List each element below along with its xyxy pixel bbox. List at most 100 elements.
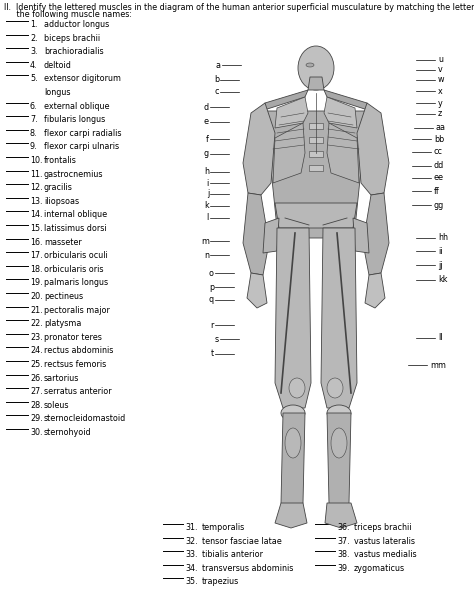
Text: II.  Identify the lettered muscles in the diagram of the human anterior superfic: II. Identify the lettered muscles in the… bbox=[4, 3, 474, 12]
Text: tibialis anterior: tibialis anterior bbox=[202, 550, 263, 559]
Text: 17.: 17. bbox=[30, 251, 43, 260]
Text: 13.: 13. bbox=[30, 197, 43, 206]
Polygon shape bbox=[275, 503, 307, 528]
Text: flexor carpi ulnaris: flexor carpi ulnaris bbox=[44, 142, 119, 151]
Text: 2.: 2. bbox=[30, 34, 37, 42]
Text: frontalis: frontalis bbox=[44, 156, 77, 165]
Polygon shape bbox=[325, 503, 357, 528]
Polygon shape bbox=[308, 77, 324, 90]
Text: 22.: 22. bbox=[30, 319, 43, 328]
Text: ff: ff bbox=[434, 186, 440, 196]
Text: fibularis longus: fibularis longus bbox=[44, 115, 105, 124]
Polygon shape bbox=[243, 103, 275, 195]
Polygon shape bbox=[357, 103, 389, 195]
Text: 37.: 37. bbox=[337, 536, 350, 546]
Polygon shape bbox=[275, 228, 311, 408]
Text: a: a bbox=[216, 61, 221, 69]
Text: pectineus: pectineus bbox=[44, 292, 83, 301]
Text: serratus anterior: serratus anterior bbox=[44, 387, 111, 396]
Text: pectoralis major: pectoralis major bbox=[44, 306, 110, 314]
Text: 6.: 6. bbox=[30, 102, 37, 110]
Text: k: k bbox=[204, 202, 209, 210]
Text: r: r bbox=[210, 321, 214, 330]
Text: trapezius: trapezius bbox=[202, 577, 239, 587]
Text: y: y bbox=[438, 99, 443, 107]
Text: 7.: 7. bbox=[30, 115, 37, 124]
Text: z: z bbox=[438, 110, 442, 118]
Polygon shape bbox=[327, 123, 359, 183]
Ellipse shape bbox=[298, 46, 334, 90]
Polygon shape bbox=[309, 123, 323, 129]
Text: v: v bbox=[438, 66, 443, 75]
Text: 1.: 1. bbox=[30, 20, 37, 29]
Text: sartorius: sartorius bbox=[44, 373, 79, 383]
Text: q: q bbox=[209, 295, 214, 305]
Text: 27.: 27. bbox=[30, 387, 43, 396]
Text: sternohyoid: sternohyoid bbox=[44, 428, 91, 437]
Text: cc: cc bbox=[434, 148, 443, 156]
Text: 19.: 19. bbox=[30, 278, 43, 287]
Text: m: m bbox=[201, 237, 209, 245]
Text: 28.: 28. bbox=[30, 401, 43, 410]
Text: biceps brachii: biceps brachii bbox=[44, 34, 100, 42]
Ellipse shape bbox=[331, 428, 347, 458]
Text: ii: ii bbox=[438, 246, 443, 256]
Text: l: l bbox=[207, 213, 209, 223]
Text: masseter: masseter bbox=[44, 238, 82, 246]
Text: f: f bbox=[206, 134, 209, 143]
Text: gg: gg bbox=[434, 200, 444, 210]
Text: triceps brachii: triceps brachii bbox=[354, 523, 411, 532]
Text: j: j bbox=[207, 189, 209, 199]
Ellipse shape bbox=[281, 405, 305, 421]
Text: 36.: 36. bbox=[337, 523, 349, 532]
Polygon shape bbox=[275, 97, 308, 128]
Text: 33.: 33. bbox=[185, 550, 198, 559]
Ellipse shape bbox=[327, 378, 343, 398]
Text: platysma: platysma bbox=[44, 319, 82, 328]
Text: 15.: 15. bbox=[30, 224, 43, 233]
Ellipse shape bbox=[327, 405, 351, 421]
Text: the following muscle names:: the following muscle names: bbox=[4, 10, 132, 19]
Text: hh: hh bbox=[438, 234, 448, 243]
Text: temporalis: temporalis bbox=[202, 523, 245, 532]
Text: ee: ee bbox=[434, 173, 444, 183]
Text: w: w bbox=[438, 75, 445, 85]
Text: vastus lateralis: vastus lateralis bbox=[354, 536, 415, 546]
Polygon shape bbox=[281, 413, 305, 513]
Text: brachioradialis: brachioradialis bbox=[44, 47, 104, 56]
Text: 9.: 9. bbox=[30, 142, 37, 151]
Text: sternocleidomastoid: sternocleidomastoid bbox=[44, 414, 126, 424]
Text: jj: jj bbox=[438, 261, 443, 270]
Text: o: o bbox=[209, 268, 214, 278]
Text: 3.: 3. bbox=[30, 47, 37, 56]
Text: e: e bbox=[204, 118, 209, 126]
Polygon shape bbox=[324, 90, 371, 111]
Polygon shape bbox=[261, 90, 308, 111]
Text: 30.: 30. bbox=[30, 428, 43, 437]
Text: bb: bb bbox=[434, 134, 444, 143]
Text: 24.: 24. bbox=[30, 346, 43, 356]
Text: iliopsoas: iliopsoas bbox=[44, 197, 79, 206]
Text: external oblique: external oblique bbox=[44, 102, 109, 110]
Ellipse shape bbox=[306, 63, 314, 67]
Text: 16.: 16. bbox=[30, 238, 43, 246]
Text: 20.: 20. bbox=[30, 292, 43, 301]
Text: flexor carpi radialis: flexor carpi radialis bbox=[44, 129, 121, 138]
Text: 18.: 18. bbox=[30, 265, 43, 274]
Text: 5.: 5. bbox=[30, 74, 37, 83]
Text: 11.: 11. bbox=[30, 170, 43, 178]
Polygon shape bbox=[363, 193, 389, 275]
Text: x: x bbox=[438, 86, 443, 96]
Polygon shape bbox=[327, 413, 351, 513]
Text: 23.: 23. bbox=[30, 333, 43, 342]
Polygon shape bbox=[247, 273, 267, 308]
Text: longus: longus bbox=[44, 88, 71, 97]
Polygon shape bbox=[309, 165, 323, 171]
Ellipse shape bbox=[285, 428, 301, 458]
Polygon shape bbox=[265, 111, 367, 238]
Text: gracilis: gracilis bbox=[44, 183, 73, 192]
Text: n: n bbox=[204, 251, 209, 259]
Text: 21.: 21. bbox=[30, 306, 43, 314]
Text: 10.: 10. bbox=[30, 156, 43, 165]
Polygon shape bbox=[275, 203, 357, 228]
